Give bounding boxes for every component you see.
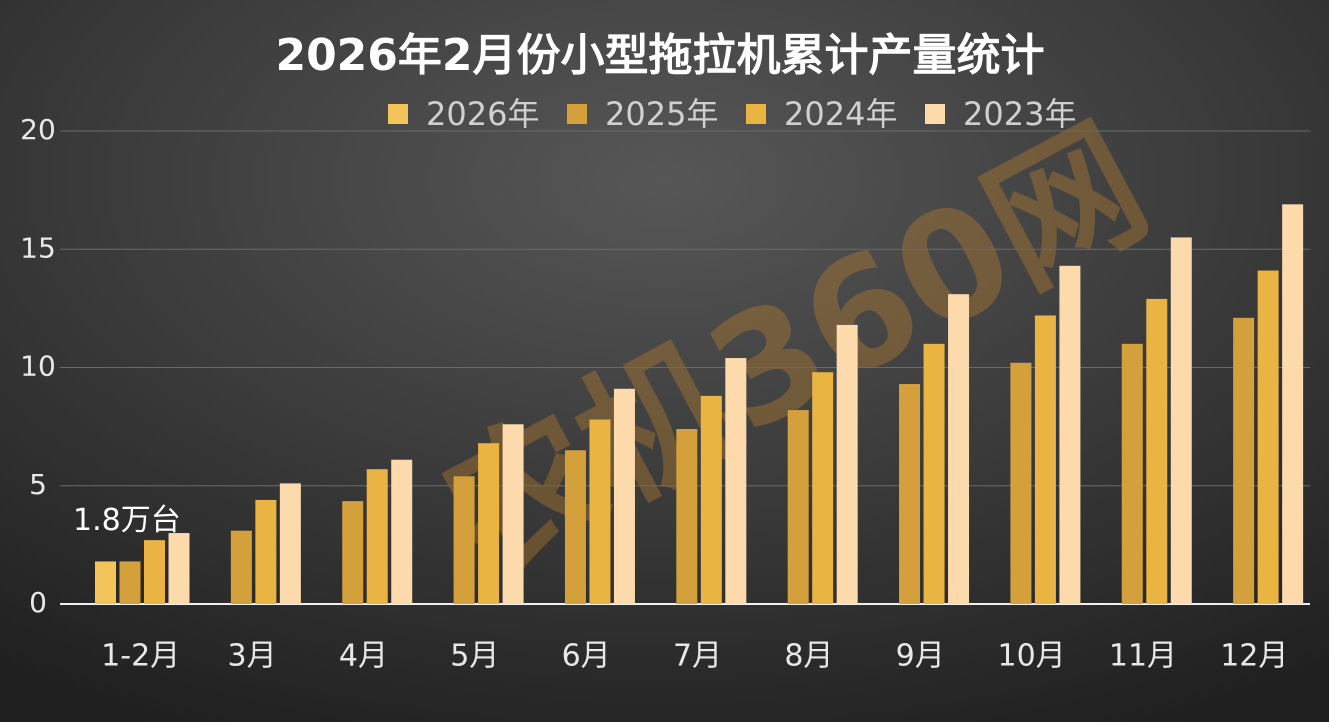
bar: [1170, 237, 1192, 605]
x-tick-label: 4月: [339, 639, 388, 674]
bar: [453, 476, 475, 604]
chart-title: 2026年2月份小型拖拉机累计产量统计: [275, 30, 1044, 81]
data-label: 1.8万台: [73, 503, 181, 538]
bar: [725, 358, 747, 604]
bar: [948, 294, 970, 604]
bar: [168, 533, 190, 604]
bar: [1121, 343, 1143, 604]
bar: [391, 459, 413, 604]
bar: [923, 343, 945, 604]
legend-label: 2025年: [605, 95, 718, 133]
bar: [366, 469, 388, 604]
bar: [613, 388, 635, 604]
y-tick-label: 20: [20, 113, 56, 146]
legend-label: 2024年: [784, 95, 897, 133]
x-tick-label: 5月: [450, 639, 499, 674]
x-tick-label: 6月: [562, 639, 611, 674]
x-tick-label: 12月: [1220, 639, 1288, 674]
y-tick-label: 5: [29, 468, 47, 501]
bar: [342, 501, 364, 604]
bar: [478, 443, 500, 604]
bar: [564, 450, 586, 604]
bar: [119, 561, 141, 604]
x-tick-label: 7月: [673, 639, 722, 674]
bar: [502, 424, 524, 604]
x-tick-label: 9月: [896, 639, 945, 674]
x-tick-label: 1-2月: [101, 639, 180, 674]
bar: [1059, 265, 1081, 604]
bar: [1034, 315, 1056, 604]
bar: [230, 530, 252, 604]
bar: [1010, 362, 1032, 604]
bar: [676, 428, 698, 604]
bar: [836, 324, 858, 604]
x-tick-label: 11月: [1109, 639, 1177, 674]
bar: [144, 540, 165, 604]
legend-label: 2023年: [963, 95, 1076, 133]
bar: [787, 410, 809, 604]
y-tick-label: 0: [29, 586, 47, 619]
bar: [589, 419, 611, 604]
y-tick-label: 10: [20, 350, 56, 383]
bar: [700, 395, 722, 604]
y-tick-label: 15: [20, 231, 56, 264]
bar: [899, 384, 921, 604]
legend-label: 2026年: [426, 95, 539, 133]
legend-swatch: [925, 104, 945, 124]
bar: [279, 483, 301, 604]
bar: [1233, 317, 1255, 604]
x-tick-label: 10月: [997, 639, 1065, 674]
x-tick-label: 3月: [227, 639, 276, 674]
bar: [812, 372, 834, 604]
bar: [95, 561, 116, 604]
legend-swatch: [567, 104, 587, 124]
bar: [255, 499, 277, 604]
bar: [1146, 298, 1168, 604]
bar: [1257, 270, 1279, 604]
legend-swatch: [746, 104, 766, 124]
bar: [1282, 204, 1304, 604]
x-tick-label: 8月: [784, 639, 833, 674]
legend-swatch: [388, 104, 408, 124]
